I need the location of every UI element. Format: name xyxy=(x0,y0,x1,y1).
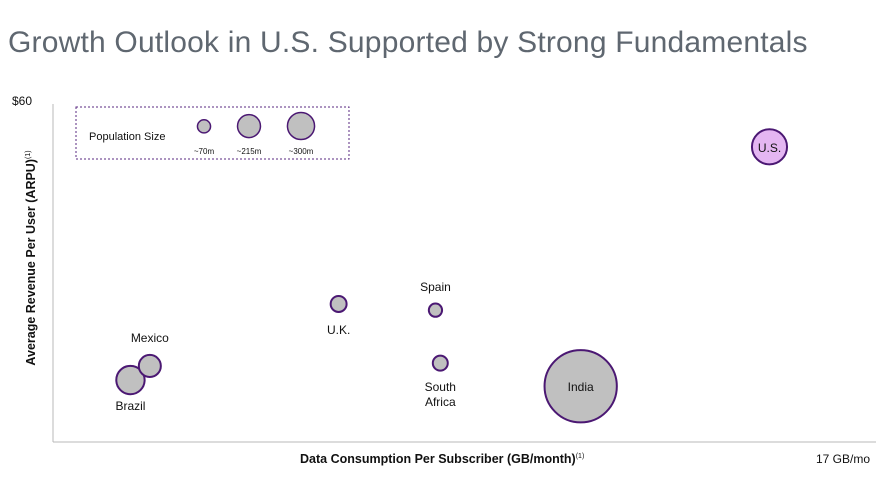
bubble-u-k- xyxy=(329,295,348,313)
legend-bubble xyxy=(286,111,316,141)
bubble-south-africa xyxy=(431,354,449,372)
page-title: Growth Outlook in U.S. Supported by Stro… xyxy=(8,26,808,59)
data-label: U.K. xyxy=(327,323,350,337)
legend-bubble xyxy=(236,113,262,139)
bubble-u-s- xyxy=(750,128,789,166)
data-label: Brazil xyxy=(115,399,145,413)
x-axis-footnote: (1) xyxy=(575,452,585,460)
legend-item-label: ~215m xyxy=(237,147,262,156)
legend-item-label: ~300m xyxy=(289,147,314,156)
legend-item-label: ~70m xyxy=(194,147,215,156)
legend-box xyxy=(75,106,350,160)
data-label: Mexico xyxy=(131,331,169,345)
x-axis-max-label: 17 GB/mo xyxy=(816,452,871,466)
x-axis-title-text: Data Consumption Per Subscriber (GB/mont… xyxy=(300,452,576,466)
data-label: India xyxy=(568,380,594,394)
y-axis-max-label: $60 xyxy=(12,94,33,108)
data-label: Africa xyxy=(425,395,456,409)
legend-title: Population Size xyxy=(89,131,165,143)
bubble-spain xyxy=(427,302,444,318)
data-label: U.S. xyxy=(758,141,781,155)
bubble-mexico xyxy=(137,353,162,378)
x-axis-title: Data Consumption Per Subscriber (GB/mont… xyxy=(300,452,584,466)
bubble-brazil xyxy=(115,364,146,396)
data-label: South xyxy=(425,380,456,394)
bubble-india xyxy=(543,349,618,424)
data-label: Spain xyxy=(420,280,451,294)
legend-bubble xyxy=(196,119,212,134)
